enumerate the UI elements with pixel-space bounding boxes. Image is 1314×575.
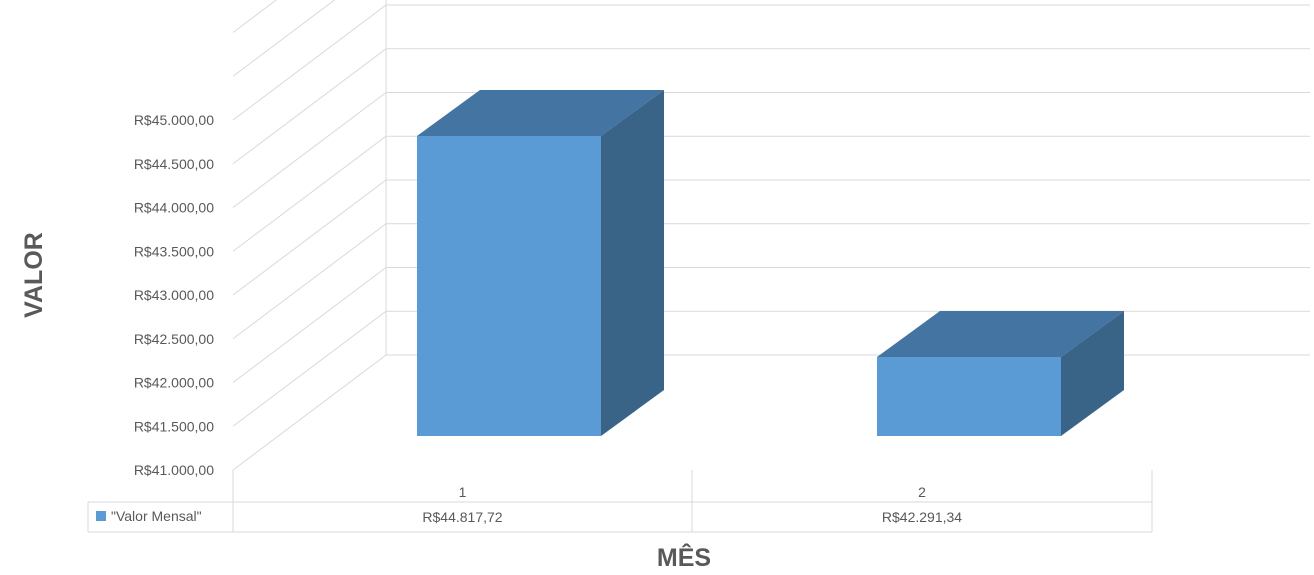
bar-1: [417, 89, 664, 437]
gridline-side: [232, 92, 387, 208]
x-axis-title: MÊS: [657, 542, 711, 572]
gridline-side: [232, 4, 387, 121]
y-tick-label: R$44.500,00: [134, 156, 214, 172]
bars: [417, 89, 1124, 437]
y-tick-label: R$41.000,00: [134, 462, 214, 478]
legend-label: "Valor Mensal": [111, 508, 202, 524]
bar-2: [877, 311, 1124, 436]
y-tick-label: R$44.000,00: [134, 200, 214, 216]
y-tick-label: R$45.000,00: [134, 112, 214, 128]
x-tick-label: 1: [459, 484, 467, 500]
gridline-side: [232, 223, 387, 340]
y-tick-label: R$41.500,00: [134, 418, 214, 434]
y-axis-ticks: R$41.000,00 R$41.500,00 R$42.000,00 R$42.50…: [134, 112, 214, 478]
bar-front-face: [877, 357, 1061, 436]
gridline-side: [232, 179, 387, 296]
y-tick-label: R$42.000,00: [134, 375, 214, 391]
bar-side-face: [1061, 311, 1124, 436]
bar-top-face: [417, 89, 664, 136]
data-table: 1 2 "Valor Mensal" R$44.817,72 R$42.291,34: [87, 470, 1153, 533]
gridline-side: [232, 267, 387, 383]
bar-side-face: [601, 89, 664, 437]
gridline-side: [232, 0, 336, 77]
gridlines: [232, 0, 1310, 471]
data-label: R$42.291,34: [882, 509, 962, 525]
y-tick-label: R$42.500,00: [134, 331, 214, 347]
gridline-side: [232, 135, 387, 252]
legend-swatch: [96, 511, 106, 521]
gridline-side: [232, 310, 387, 427]
gridline-side: [232, 0, 278, 33]
gridline-side: [232, 48, 387, 165]
bar-front-face: [417, 135, 601, 436]
y-axis-title: VALOR: [20, 232, 48, 318]
y-tick-label: R$43.000,00: [134, 287, 214, 303]
data-label: R$44.817,72: [422, 509, 502, 525]
gridline-side: [232, 354, 387, 471]
x-tick-label: 2: [918, 484, 926, 500]
bar-top-face: [877, 311, 1124, 358]
y-tick-label: R$43.500,00: [134, 243, 214, 259]
